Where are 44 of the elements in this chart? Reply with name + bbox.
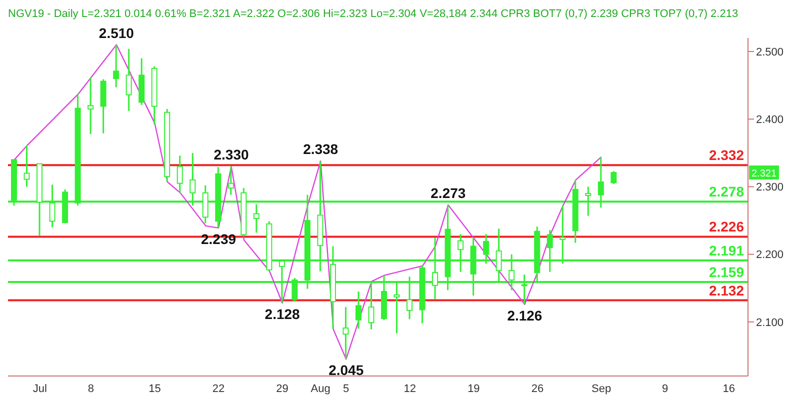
x-tick-label: 15 xyxy=(148,382,161,395)
ref-line-label: 2.278 xyxy=(708,184,744,200)
data-label: 2.126 xyxy=(507,307,542,324)
x-tick-label: Sep xyxy=(591,382,612,395)
data-label: 2.128 xyxy=(264,306,300,322)
candlestick xyxy=(342,306,349,360)
candlestick xyxy=(176,154,183,194)
x-tick-label: 5 xyxy=(343,382,350,395)
candlestick xyxy=(24,144,30,188)
y-tick-label: 2.300 xyxy=(756,182,784,194)
x-tick-label: 9 xyxy=(662,382,668,395)
x-tick-label: 8 xyxy=(88,382,94,395)
annotation: 2.321 xyxy=(751,168,777,180)
candlestick xyxy=(355,290,362,330)
chart-title: NGV19 - Daily L=2.321 0.014 0.61% B=2.321 A=2.322 O=2.306 Hi=2.323 Lo=2.304 V=28,184 2.344 CPR3 BOT7 (0,7) 2.239 CPR3 TOP7 (0,7) 2.213 xyxy=(8,8,740,22)
candlestick xyxy=(228,166,234,196)
ref-line-label: 2.332 xyxy=(708,147,744,164)
x-tick-label: 16 xyxy=(722,382,735,395)
x-tick-label: Jul xyxy=(32,382,47,395)
data-label: 2.510 xyxy=(98,24,134,41)
y-tick-label: 2.100 xyxy=(756,316,784,329)
candlestick xyxy=(113,44,120,88)
data-label: 2.330 xyxy=(214,146,249,162)
data-label: 2.273 xyxy=(430,184,466,201)
line-series xyxy=(14,44,602,360)
y-tick-label: 2.400 xyxy=(756,114,784,126)
candlestick xyxy=(126,48,132,112)
data-label: 2.338 xyxy=(303,141,338,158)
ref-line-label: 2.159 xyxy=(708,264,744,280)
x-tick-label: 22 xyxy=(212,382,225,395)
y-tick-label: 2.500 xyxy=(756,46,784,58)
x-tick-label: Aug xyxy=(310,382,330,395)
candlestick xyxy=(253,204,260,234)
x-tick-label: 19 xyxy=(468,382,480,395)
y-tick-label: 2.200 xyxy=(756,249,784,262)
ref-line-label: 2.191 xyxy=(708,242,744,258)
x-tick-label: 29 xyxy=(276,382,288,395)
candlestick xyxy=(610,170,617,185)
candlestick xyxy=(88,77,94,135)
ref-line-label: 2.226 xyxy=(708,218,744,235)
x-tick-label: 26 xyxy=(531,382,544,395)
data-label: 2.045 xyxy=(328,362,364,378)
ref-line-label: 2.132 xyxy=(708,282,744,298)
x-tick-label: 12 xyxy=(404,382,416,395)
